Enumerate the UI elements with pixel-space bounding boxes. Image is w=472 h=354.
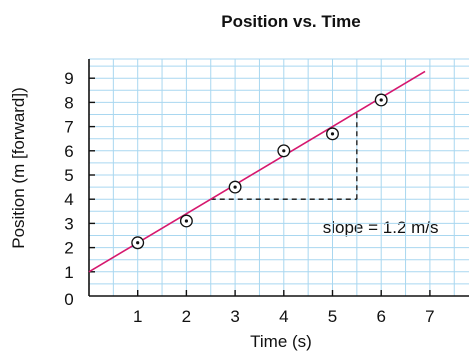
- y-tick-label: 6: [64, 142, 73, 161]
- data-point: [131, 236, 145, 250]
- x-tick-label: 1: [133, 307, 142, 326]
- best-fit-line: [88, 70, 426, 273]
- data-point: [326, 127, 339, 141]
- x-tick-label: 2: [182, 307, 191, 326]
- grid: [89, 58, 469, 296]
- data-points: [131, 93, 388, 250]
- x-tick-label: 5: [328, 307, 337, 326]
- origin-label: 0: [64, 290, 73, 309]
- y-axis-label: Position (m [forward]): [9, 87, 28, 249]
- axes: [88, 59, 469, 297]
- y-tick-label: 4: [64, 190, 73, 209]
- data-point: [179, 214, 193, 228]
- x-tick-label: 7: [425, 307, 434, 326]
- slope-annotation: slope = 1.2 m/s: [323, 218, 439, 237]
- data-point-dot: [136, 241, 140, 245]
- data-point-dot: [282, 149, 286, 153]
- fit-line-group: [88, 70, 426, 273]
- data-point: [228, 180, 242, 194]
- y-tick-label: 3: [64, 214, 73, 233]
- y-tick-label: 7: [64, 118, 73, 137]
- x-tick-label: 6: [376, 307, 385, 326]
- y-tick-label: 2: [64, 239, 73, 258]
- data-point-dot: [379, 98, 383, 102]
- y-tick-label: 1: [64, 263, 73, 282]
- y-tick-label: 5: [64, 166, 73, 185]
- data-point: [277, 144, 291, 158]
- y-tick-label: 9: [64, 69, 73, 88]
- x-tick-label: 4: [279, 307, 288, 326]
- x-tick-label: 3: [230, 307, 239, 326]
- x-axis-label: Time (s): [250, 332, 312, 351]
- data-point-dot: [184, 219, 188, 223]
- data-point-dot: [330, 132, 335, 136]
- data-point: [374, 93, 388, 107]
- chart-title: Position vs. Time: [221, 12, 361, 31]
- data-point-dot: [233, 185, 237, 189]
- y-tick-label: 8: [64, 93, 73, 112]
- ticks: 1 2 3 4 5 6 7 1 2 3 4 5 6 7 8 9: [64, 69, 434, 326]
- slope-triangle: [210, 112, 358, 200]
